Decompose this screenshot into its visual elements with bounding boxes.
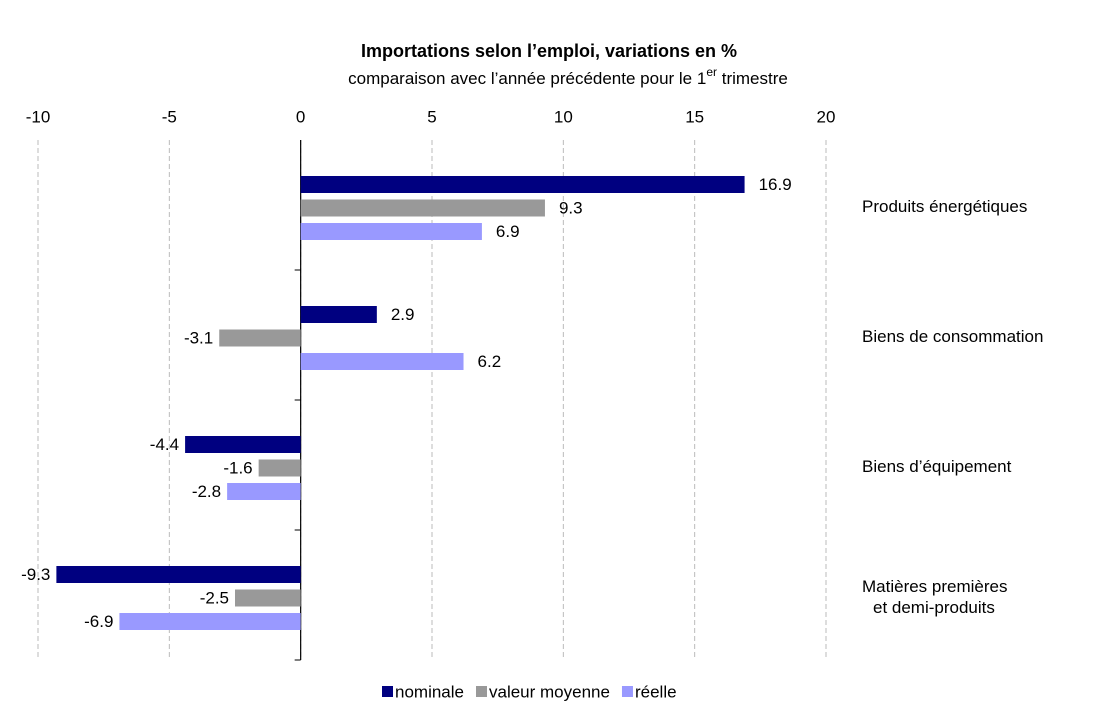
data-label: -2.8 — [192, 482, 221, 501]
category-line: et demi-produits — [873, 598, 995, 617]
category-label: Produits énergétiques — [862, 197, 1027, 216]
x-tick-label: -10 — [26, 107, 51, 126]
bar — [185, 436, 301, 453]
legend-label: réelle — [635, 682, 677, 701]
legend-label: nominale — [395, 682, 464, 701]
bar — [235, 589, 301, 607]
data-label: 6.2 — [478, 352, 502, 371]
x-tick-label: 10 — [554, 107, 573, 126]
category-line: Biens d’équipement — [862, 457, 1012, 476]
x-tick-label: 5 — [427, 107, 436, 126]
data-label: -9.3 — [21, 565, 50, 584]
bar — [300, 353, 464, 370]
category-label: Biens de consommation — [862, 327, 1043, 346]
data-label: 16.9 — [759, 175, 792, 194]
x-tick-label: -5 — [162, 107, 177, 126]
data-label: 2.9 — [391, 305, 415, 324]
bar — [300, 223, 482, 240]
legend-swatch — [476, 686, 487, 697]
data-label: -3.1 — [184, 328, 213, 347]
legend-swatch — [621, 686, 633, 697]
x-tick-label: 0 — [296, 107, 305, 126]
bar — [227, 483, 301, 500]
bar — [56, 566, 301, 583]
data-label: 9.3 — [559, 198, 583, 217]
category-line: Biens de consommation — [862, 327, 1043, 346]
chart-subtitle: comparaison avec l’année précédente pour… — [348, 65, 788, 88]
data-label: 6.9 — [496, 222, 520, 241]
data-label: -4.4 — [150, 435, 179, 454]
bar — [300, 176, 745, 193]
subtitle-part: comparaison avec l’année précédente pour… — [348, 69, 706, 88]
subtitle-part: trimestre — [717, 69, 788, 88]
bar — [300, 306, 377, 323]
data-label: -1.6 — [223, 458, 252, 477]
category-line: Matières premières — [862, 577, 1008, 596]
bar — [300, 199, 545, 217]
category-line: Produits énergétiques — [862, 197, 1027, 216]
data-label: -6.9 — [84, 612, 113, 631]
legend-label: valeur moyenne — [489, 682, 610, 701]
category-label: Biens d’équipement — [862, 457, 1012, 476]
legend-swatch — [382, 686, 393, 697]
bar — [119, 613, 301, 630]
subtitle-sup: er — [706, 65, 717, 79]
category-label: Matières premières et demi-produits — [862, 577, 1008, 617]
bar — [219, 329, 301, 347]
data-label: -2.5 — [200, 588, 229, 607]
chart-title: Importations selon l’emploi, variations … — [361, 41, 737, 61]
bar — [258, 459, 301, 477]
x-tick-label: 20 — [817, 107, 836, 126]
x-tick-label: 15 — [685, 107, 704, 126]
